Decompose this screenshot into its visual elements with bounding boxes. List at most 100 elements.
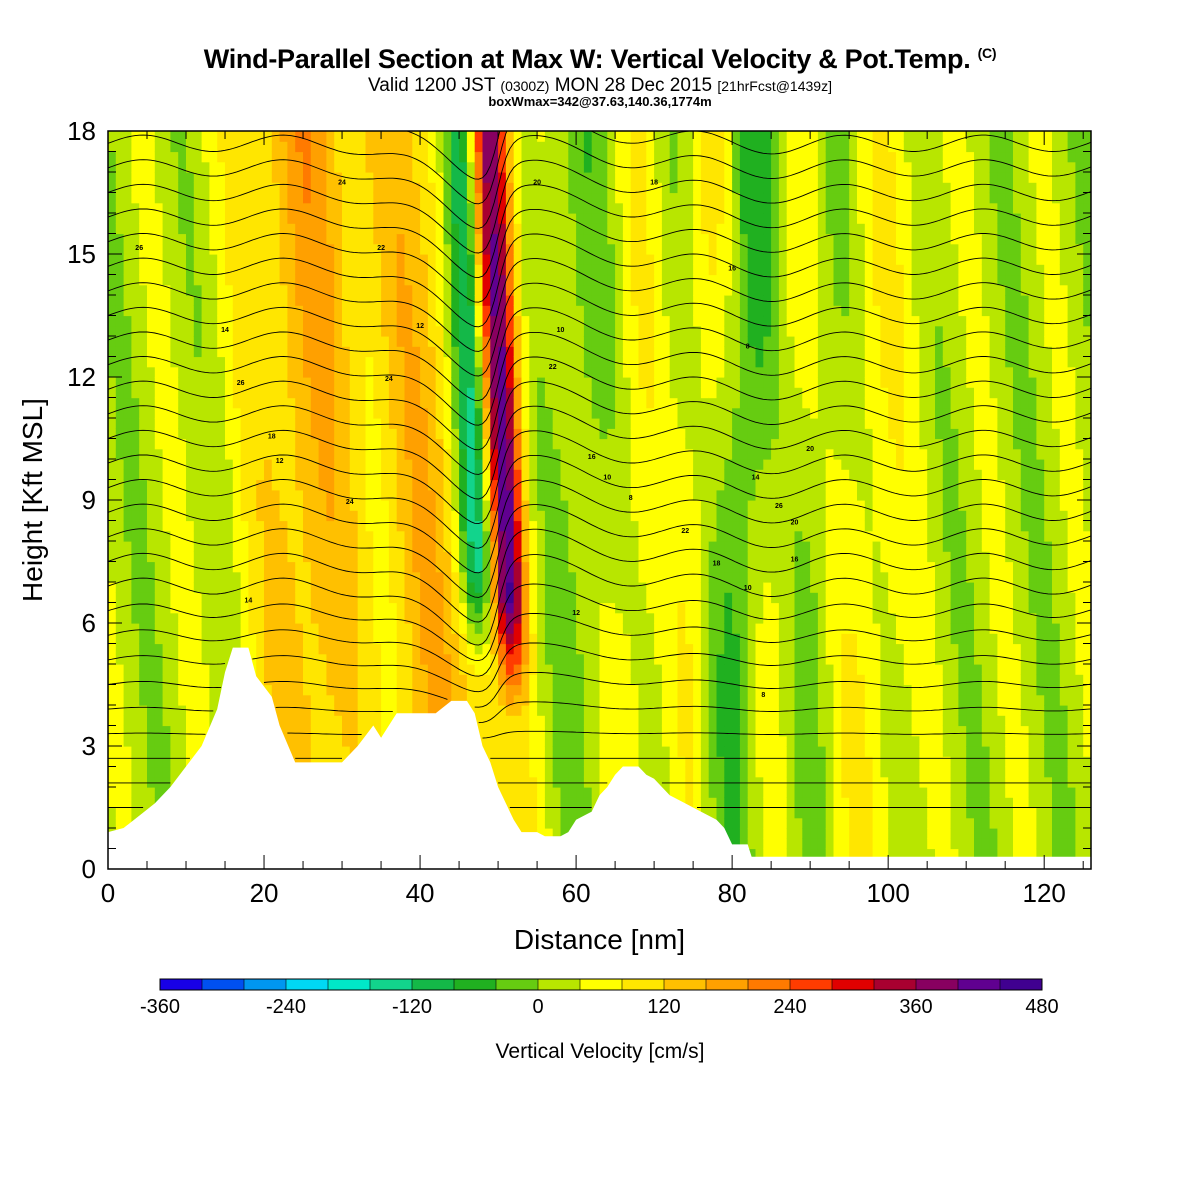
velocity-cell [342, 264, 351, 276]
velocity-cell [466, 243, 476, 255]
velocity-cell [552, 571, 562, 583]
velocity-cell [404, 243, 413, 255]
velocity-cell [490, 223, 499, 235]
velocity-cell [279, 705, 288, 716]
velocity-cell [225, 407, 234, 419]
velocity-cell [193, 182, 203, 194]
velocity-cell [357, 725, 367, 737]
velocity-cell [162, 623, 171, 634]
velocity-cell [490, 315, 499, 327]
velocity-cell [576, 500, 585, 511]
velocity-cell [451, 551, 460, 563]
velocity-cell [115, 489, 125, 501]
velocity-cell [162, 520, 171, 532]
velocity-cell [326, 274, 335, 286]
velocity-cell [123, 633, 132, 645]
velocity-cell [443, 623, 452, 634]
velocity-cell [466, 264, 476, 276]
velocity-cell [342, 131, 351, 142]
velocity-cell [373, 428, 382, 440]
velocity-cell [232, 459, 242, 470]
velocity-cell [599, 705, 608, 716]
velocity-cell [240, 397, 249, 409]
velocity-cell [162, 766, 171, 778]
velocity-cell [521, 356, 530, 368]
velocity-cell [474, 530, 484, 542]
velocity-cell [529, 633, 538, 645]
velocity-cell [209, 141, 218, 153]
velocity-cell [279, 428, 288, 440]
velocity-cell [217, 623, 226, 634]
velocity-cell [490, 725, 499, 737]
velocity-cell [576, 264, 585, 276]
velocity-cell [186, 489, 195, 501]
velocity-cell [170, 243, 179, 255]
velocity-cell [310, 541, 320, 552]
velocity-cell [498, 694, 507, 706]
velocity-cell [576, 459, 585, 470]
velocity-cell [342, 735, 351, 747]
velocity-cell [568, 612, 577, 624]
velocity-cell [357, 182, 367, 194]
velocity-cell [459, 428, 468, 440]
velocity-cell [513, 684, 523, 696]
velocity-cell [615, 735, 624, 747]
velocity-cell [271, 510, 281, 522]
velocity-cell [381, 469, 390, 481]
velocity-cell [240, 151, 249, 163]
velocity-cell [123, 377, 132, 388]
velocity-cell [193, 469, 203, 481]
velocity-cell [271, 223, 281, 235]
velocity-cell [474, 479, 484, 491]
velocity-cell [240, 561, 249, 573]
velocity-cell [513, 377, 523, 388]
velocity-cell [115, 346, 125, 358]
velocity-cell [186, 623, 195, 634]
velocity-cell [568, 428, 577, 440]
velocity-cell [162, 500, 171, 511]
velocity-cell [201, 407, 210, 419]
velocity-cell [201, 684, 210, 696]
velocity-cell [365, 459, 374, 470]
velocity-cell [303, 243, 312, 255]
velocity-cell [638, 674, 647, 686]
velocity-cell [373, 520, 382, 532]
velocity-cell [529, 735, 538, 747]
velocity-cell [420, 653, 429, 665]
velocity-cell [388, 202, 398, 214]
velocity-cell [326, 510, 335, 522]
velocity-cell [638, 756, 647, 768]
velocity-cell [225, 295, 234, 306]
velocity-cell [622, 633, 632, 645]
velocity-cell [334, 623, 343, 634]
velocity-cell [607, 387, 616, 399]
velocity-cell [459, 520, 468, 532]
velocity-cell [139, 735, 148, 747]
velocity-cell [342, 202, 351, 214]
velocity-cell [349, 315, 359, 327]
velocity-cell [490, 715, 499, 727]
velocity-cell [256, 151, 265, 163]
velocity-cell [248, 448, 257, 460]
velocity-cell [443, 254, 452, 265]
velocity-cell [646, 725, 655, 737]
velocity-cell [552, 377, 562, 388]
velocity-cell [615, 520, 624, 532]
velocity-cell [381, 305, 390, 317]
velocity-cell [396, 664, 406, 675]
velocity-cell [521, 633, 530, 645]
velocity-cell [381, 397, 390, 409]
velocity-cell [381, 582, 390, 593]
velocity-cell [154, 141, 164, 153]
velocity-cell [115, 131, 125, 142]
velocity-cell [529, 377, 538, 388]
velocity-cell [310, 735, 320, 747]
velocity-cell [326, 592, 335, 604]
velocity-cell [365, 428, 374, 440]
velocity-cell [373, 315, 382, 327]
velocity-cell [544, 438, 554, 450]
velocity-cell [599, 274, 608, 286]
velocity-cell [412, 346, 421, 358]
velocity-cell [147, 264, 156, 276]
velocity-cell [186, 407, 195, 419]
